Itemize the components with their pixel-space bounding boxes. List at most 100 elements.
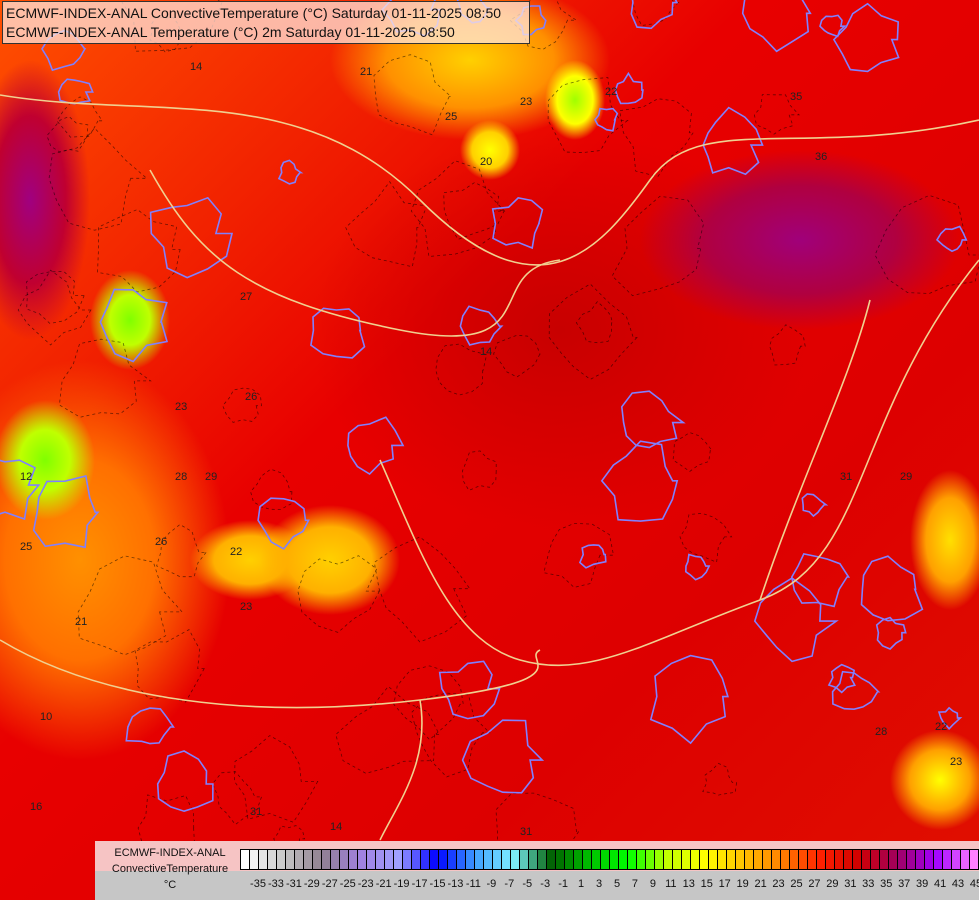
legend-swatch	[412, 850, 421, 869]
convective-isoline	[790, 552, 851, 608]
legend-swatch	[943, 850, 952, 869]
legend-swatch	[538, 850, 547, 869]
convective-isoline	[620, 390, 686, 449]
contour-label: 35	[790, 91, 802, 103]
contour-label: 31	[840, 471, 852, 483]
contour-label: 12	[20, 471, 32, 483]
convective-isoline	[832, 2, 900, 73]
legend-tick-label: 41	[933, 878, 947, 890]
contour-label: 25	[445, 111, 457, 123]
temperature-contour	[702, 762, 738, 796]
temperature-contour	[373, 54, 453, 136]
contour-label: 23	[240, 601, 252, 613]
legend-swatch	[889, 850, 898, 869]
temperature-contour	[156, 524, 207, 578]
legend-color-scale	[240, 849, 979, 870]
legend-swatch	[934, 850, 943, 869]
legend-tick-label: -19	[393, 878, 410, 890]
legend-tick-label: -25	[339, 878, 356, 890]
legend-swatch	[907, 850, 916, 869]
country-border	[759, 299, 871, 601]
legend-tick-label: 37	[898, 878, 911, 890]
temperature-contour	[443, 182, 505, 240]
contour-label: 22	[605, 86, 617, 98]
legend-tick-label: 35	[880, 878, 893, 890]
legend-swatch	[385, 850, 394, 869]
convective-isoline	[741, 0, 812, 53]
legend-swatch	[727, 850, 736, 869]
legend-tick-label: -3	[540, 878, 551, 890]
legend-swatch	[853, 850, 862, 869]
contour-label: 26	[245, 391, 257, 403]
convective-isoline	[702, 106, 764, 176]
temperature-contour	[222, 387, 262, 423]
temperature-contour	[121, 0, 223, 52]
legend-tick-label: -21	[375, 878, 392, 890]
legend-model: ECMWF-INDEX-ANAL	[114, 847, 226, 859]
contour-label: 29	[205, 471, 217, 483]
temperature-contour	[335, 685, 440, 774]
legend-swatch	[493, 850, 502, 869]
temperature-contour	[17, 269, 92, 346]
convective-isoline	[310, 307, 366, 359]
legend-swatch	[781, 850, 790, 869]
convective-isoline	[0, 459, 41, 521]
convective-isoline	[578, 544, 607, 569]
legend-tick-label: 29	[826, 878, 839, 890]
legend-swatch	[511, 850, 520, 869]
contour-label: 23	[175, 401, 187, 413]
legend-swatch	[808, 850, 817, 869]
legend-swatch	[295, 850, 304, 869]
legend-swatch	[304, 850, 313, 869]
legend-swatch	[475, 850, 484, 869]
legend-swatch	[286, 850, 295, 869]
legend-swatch	[961, 850, 970, 869]
legend-swatch	[367, 850, 376, 869]
legend-tick-label: 3	[595, 878, 603, 890]
convective-isoline	[347, 416, 405, 476]
legend-swatch	[250, 850, 259, 869]
legend-swatch	[817, 850, 826, 869]
legend-swatch	[682, 850, 691, 869]
legend-swatch	[835, 850, 844, 869]
legend-swatch	[331, 850, 340, 869]
legend-swatch	[502, 850, 511, 869]
legend-unit: °C	[163, 879, 177, 891]
legend-swatch	[628, 850, 637, 869]
legend-swatch	[952, 850, 961, 869]
legend-swatch	[268, 850, 277, 869]
legend-tick-label: 23	[772, 878, 785, 890]
legend-swatch	[925, 850, 934, 869]
contour-label: 36	[815, 151, 827, 163]
legend-tick-label: 33	[862, 878, 875, 890]
legend-tick-label: -17	[411, 878, 428, 890]
legend-swatch	[259, 850, 268, 869]
legend-tick-label: -9	[486, 878, 497, 890]
contour-label: 31	[250, 806, 262, 818]
convective-isoline	[684, 553, 711, 581]
legend-swatch	[340, 850, 349, 869]
legend-swatch	[844, 850, 853, 869]
legend-swatch	[862, 850, 871, 869]
legend-swatch	[322, 850, 331, 869]
convective-isoline	[630, 0, 679, 30]
legend-tick-label: 7	[631, 878, 638, 890]
temperature-contour	[575, 301, 614, 344]
temperature-contour	[769, 324, 806, 366]
legend-tick-label: 45	[969, 878, 979, 890]
temperature-contour	[410, 160, 506, 257]
legend-swatch	[646, 850, 655, 869]
contour-label: 25	[20, 541, 32, 553]
legend-tick-label: -11	[465, 878, 481, 890]
contour-label: 10	[40, 711, 52, 723]
temperature-contour	[233, 735, 319, 823]
legend-swatch	[709, 850, 718, 869]
temperature-contour	[46, 116, 89, 153]
temperature-contour	[77, 555, 184, 656]
legend-tick-label: 43	[951, 878, 965, 890]
temperature-contour	[679, 512, 733, 563]
convective-isoline	[753, 577, 839, 663]
legend-tick-label: 27	[808, 878, 821, 890]
contour-label: 21	[360, 66, 372, 78]
